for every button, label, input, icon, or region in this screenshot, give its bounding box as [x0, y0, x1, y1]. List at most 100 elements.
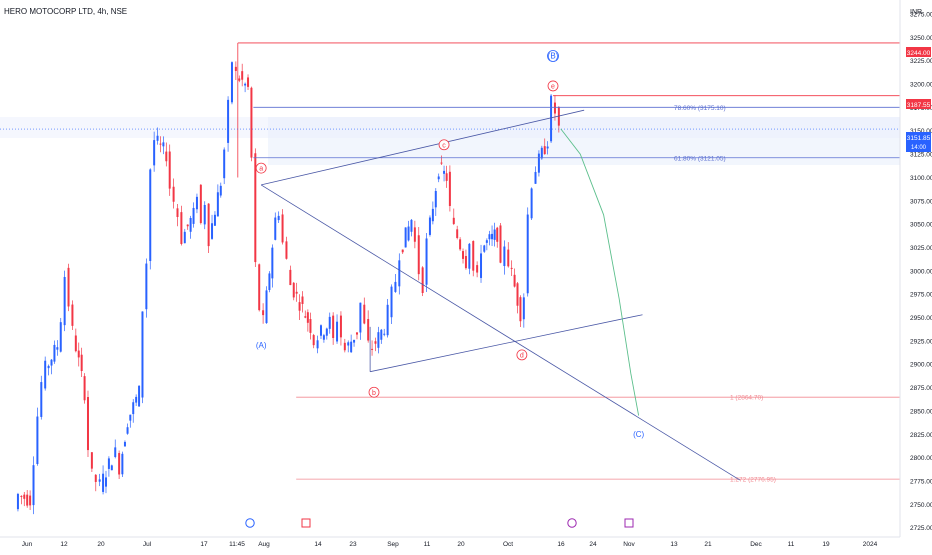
candle[interactable]: [135, 394, 138, 406]
candle[interactable]: [186, 224, 189, 230]
candle[interactable]: [353, 339, 356, 347]
candle[interactable]: [126, 423, 129, 435]
candle[interactable]: [428, 215, 431, 237]
candle[interactable]: [189, 215, 192, 239]
candle[interactable]: [530, 187, 533, 220]
candle[interactable]: [309, 312, 312, 340]
candle[interactable]: [398, 253, 401, 295]
candle[interactable]: [162, 136, 165, 155]
candle[interactable]: [238, 75, 241, 83]
candle[interactable]: [380, 328, 383, 344]
candle[interactable]: [496, 226, 499, 248]
candle[interactable]: [413, 220, 416, 249]
candle[interactable]: [301, 291, 304, 313]
candle[interactable]: [516, 282, 519, 314]
candle[interactable]: [417, 227, 420, 281]
candle[interactable]: [63, 270, 66, 332]
candle[interactable]: [377, 326, 380, 354]
candle[interactable]: [312, 333, 315, 349]
candle[interactable]: [316, 335, 319, 354]
candle[interactable]: [268, 271, 271, 293]
candle[interactable]: [132, 399, 135, 423]
candle[interactable]: [274, 212, 277, 241]
candle[interactable]: [448, 165, 451, 212]
wave-label-b[interactable]: b: [368, 386, 380, 398]
wave-label-b-major[interactable]: (B): [547, 50, 559, 62]
candle[interactable]: [223, 147, 226, 185]
candle[interactable]: [165, 142, 168, 167]
wave-label-a[interactable]: a: [255, 162, 267, 174]
candle[interactable]: [192, 202, 195, 228]
candle[interactable]: [110, 464, 113, 471]
candle[interactable]: [401, 249, 404, 254]
candle[interactable]: [434, 188, 437, 216]
candle[interactable]: [118, 450, 121, 480]
candle[interactable]: [339, 311, 342, 346]
candle[interactable]: [488, 230, 491, 246]
candle[interactable]: [522, 293, 525, 328]
candle[interactable]: [431, 201, 434, 225]
candle[interactable]: [47, 364, 50, 376]
candle[interactable]: [40, 375, 43, 420]
candle[interactable]: [507, 242, 510, 268]
candle[interactable]: [367, 310, 370, 343]
candle[interactable]: [537, 150, 540, 177]
candle[interactable]: [203, 201, 206, 230]
candle[interactable]: [180, 205, 183, 246]
candle[interactable]: [468, 242, 471, 275]
candle[interactable]: [493, 222, 496, 247]
candle[interactable]: [16, 492, 19, 512]
candle[interactable]: [363, 297, 366, 325]
candle[interactable]: [304, 310, 307, 319]
candle[interactable]: [295, 282, 298, 302]
candle[interactable]: [219, 182, 222, 198]
candle[interactable]: [149, 168, 152, 270]
candle[interactable]: [289, 265, 292, 286]
candle[interactable]: [86, 390, 89, 457]
candle[interactable]: [271, 244, 274, 288]
event-marker[interactable]: [567, 518, 577, 528]
candle[interactable]: [176, 203, 179, 227]
candle[interactable]: [371, 340, 374, 356]
projection-curve[interactable]: [560, 128, 640, 416]
candle[interactable]: [336, 314, 339, 344]
candle[interactable]: [244, 82, 247, 93]
candle[interactable]: [145, 258, 148, 318]
candle[interactable]: [77, 342, 80, 367]
wave-label-d[interactable]: d: [516, 349, 528, 361]
candle[interactable]: [550, 94, 553, 144]
candle[interactable]: [503, 240, 506, 275]
candle[interactable]: [183, 228, 186, 244]
candle[interactable]: [437, 173, 440, 183]
candle[interactable]: [476, 261, 479, 278]
candle[interactable]: [67, 263, 70, 312]
candle[interactable]: [90, 452, 93, 472]
candle[interactable]: [211, 214, 214, 240]
candle[interactable]: [510, 260, 513, 277]
candle[interactable]: [195, 193, 198, 214]
candle[interactable]: [443, 165, 446, 182]
candle[interactable]: [425, 233, 428, 292]
candle[interactable]: [250, 86, 253, 162]
candle[interactable]: [213, 211, 216, 227]
candle[interactable]: [472, 240, 475, 277]
candle[interactable]: [36, 407, 39, 466]
candle[interactable]: [410, 219, 413, 237]
candle[interactable]: [383, 328, 386, 337]
candle[interactable]: [553, 95, 556, 121]
candle[interactable]: [285, 236, 288, 260]
candle[interactable]: [83, 373, 86, 404]
candle[interactable]: [44, 356, 47, 391]
candle[interactable]: [292, 282, 295, 301]
candle[interactable]: [26, 490, 29, 508]
candle[interactable]: [74, 328, 77, 353]
candle[interactable]: [390, 284, 393, 324]
candle[interactable]: [462, 248, 465, 264]
candle[interactable]: [281, 209, 284, 245]
candle[interactable]: [94, 474, 97, 492]
candle[interactable]: [247, 74, 250, 91]
candle[interactable]: [513, 268, 516, 288]
candle[interactable]: [404, 227, 407, 248]
candle[interactable]: [123, 440, 126, 447]
candle[interactable]: [230, 61, 233, 105]
